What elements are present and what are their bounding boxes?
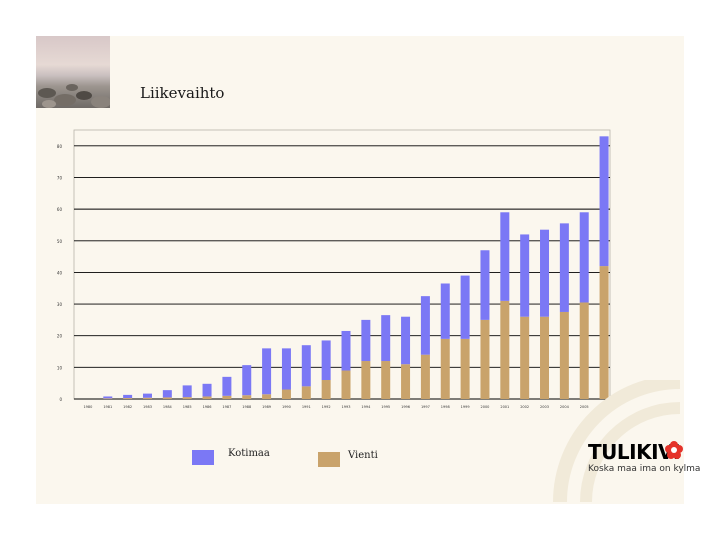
bar-kotimaa bbox=[281, 348, 291, 390]
x-tick-label: 2002 bbox=[520, 405, 529, 409]
bar-kotimaa bbox=[599, 136, 609, 267]
x-tick-label: 1983 bbox=[143, 405, 152, 409]
bar-vienti bbox=[500, 300, 510, 399]
y-tick-label: 20 bbox=[57, 334, 63, 339]
x-tick-label: 1997 bbox=[421, 405, 430, 409]
bar-vienti bbox=[401, 364, 411, 399]
bar-kotimaa bbox=[242, 365, 252, 396]
x-tick-label: 2003 bbox=[540, 405, 549, 409]
x-tick-label: 1992 bbox=[322, 405, 331, 409]
slide-background bbox=[36, 36, 684, 504]
legend-swatch-kotimaa bbox=[192, 450, 214, 465]
legend-label-vienti: Vienti bbox=[348, 450, 378, 461]
bar-vienti bbox=[559, 311, 569, 399]
bar-vienti bbox=[142, 397, 152, 399]
bar-kotimaa bbox=[480, 250, 490, 320]
x-tick-label: 1998 bbox=[441, 405, 450, 409]
x-tick-label: 1994 bbox=[361, 405, 371, 409]
bar-kotimaa bbox=[361, 319, 371, 362]
x-tick-label: 1985 bbox=[183, 405, 192, 409]
x-tick-label: 2000 bbox=[481, 405, 490, 409]
x-tick-label: 1991 bbox=[302, 405, 311, 409]
bar-vienti bbox=[599, 266, 609, 399]
bar-kotimaa bbox=[579, 212, 589, 303]
bar-vienti bbox=[321, 380, 331, 399]
decorative-arcs bbox=[553, 380, 681, 503]
bar-vienti bbox=[520, 316, 530, 399]
bar-vienti bbox=[242, 395, 252, 399]
y-tick-label: 30 bbox=[57, 302, 63, 307]
y-tick-label: 10 bbox=[57, 365, 63, 370]
bar-kotimaa bbox=[420, 296, 430, 355]
bar-kotimaa bbox=[222, 376, 232, 396]
legend-swatch-vienti bbox=[318, 452, 340, 467]
bar-kotimaa bbox=[301, 345, 311, 387]
bar-vienti bbox=[420, 354, 430, 399]
x-tick-label: 1981 bbox=[103, 405, 112, 409]
x-tick-label: 1988 bbox=[242, 405, 251, 409]
x-tick-label: 1999 bbox=[461, 405, 470, 409]
y-tick-label: 80 bbox=[57, 144, 63, 149]
bar-kotimaa bbox=[103, 396, 113, 399]
x-tick-label: 1989 bbox=[262, 405, 271, 409]
x-tick-label: 2004 bbox=[560, 405, 570, 409]
bar-vienti bbox=[222, 395, 232, 399]
x-tick-label: 1990 bbox=[282, 405, 291, 409]
bar-vienti bbox=[182, 397, 192, 399]
bar-vienti bbox=[440, 338, 450, 399]
seashore-photo bbox=[36, 36, 110, 108]
bar-kotimaa bbox=[460, 275, 470, 339]
flower-emblem-icon bbox=[665, 441, 683, 459]
y-tick-label: 60 bbox=[57, 207, 63, 212]
legend-label-kotimaa: Kotimaa bbox=[228, 448, 270, 459]
bar-kotimaa bbox=[440, 283, 450, 339]
x-tick-label: 1995 bbox=[381, 405, 390, 409]
y-tick-label: 40 bbox=[57, 270, 63, 275]
bar-kotimaa bbox=[381, 315, 391, 362]
slide-title: Liikevaihto bbox=[140, 84, 225, 102]
bar-kotimaa bbox=[123, 394, 133, 399]
bar-vienti bbox=[341, 370, 351, 399]
x-tick-label: 2001 bbox=[500, 405, 509, 409]
bar-vienti bbox=[202, 396, 212, 399]
x-tick-label: 1996 bbox=[401, 405, 410, 409]
bar-vienti bbox=[480, 319, 490, 399]
bar-kotimaa bbox=[540, 229, 550, 317]
bar-vienti bbox=[460, 338, 470, 399]
bar-kotimaa bbox=[401, 316, 411, 365]
x-tick-label: 1993 bbox=[342, 405, 351, 409]
bar-vienti bbox=[381, 361, 391, 399]
bar-kotimaa bbox=[500, 212, 510, 301]
x-tick-label: 1980 bbox=[83, 405, 92, 409]
bar-kotimaa bbox=[162, 390, 172, 398]
bar-vienti bbox=[262, 394, 272, 399]
bar-kotimaa bbox=[142, 393, 152, 398]
x-tick-label: 1982 bbox=[123, 405, 132, 409]
bar-kotimaa bbox=[520, 234, 530, 317]
bar-kotimaa bbox=[559, 223, 569, 312]
bar-vienti bbox=[301, 386, 311, 399]
bar-vienti bbox=[162, 397, 172, 399]
x-tick-label: 1987 bbox=[222, 405, 231, 409]
bar-vienti bbox=[103, 398, 113, 399]
bar-kotimaa bbox=[341, 330, 351, 371]
y-tick-label: 0 bbox=[59, 397, 62, 402]
bar-vienti bbox=[361, 361, 371, 399]
bar-kotimaa bbox=[321, 340, 331, 381]
x-tick-label: 2005 bbox=[580, 405, 589, 409]
bar-vienti bbox=[579, 302, 589, 399]
y-tick-label: 70 bbox=[57, 175, 63, 180]
bar-vienti bbox=[281, 389, 291, 399]
x-tick-label: 1986 bbox=[203, 405, 212, 409]
bar-vienti bbox=[123, 398, 133, 399]
x-tick-label: 1984 bbox=[163, 405, 173, 409]
bar-kotimaa bbox=[262, 348, 272, 395]
bar-kotimaa bbox=[202, 383, 212, 397]
bar-kotimaa bbox=[182, 385, 192, 398]
bar-vienti bbox=[540, 316, 550, 399]
y-tick-label: 50 bbox=[57, 239, 63, 244]
tulikivi-logo-text: TULIKIVI bbox=[588, 440, 680, 464]
tulikivi-tagline: Koska maa ima on kylma bbox=[588, 464, 701, 474]
